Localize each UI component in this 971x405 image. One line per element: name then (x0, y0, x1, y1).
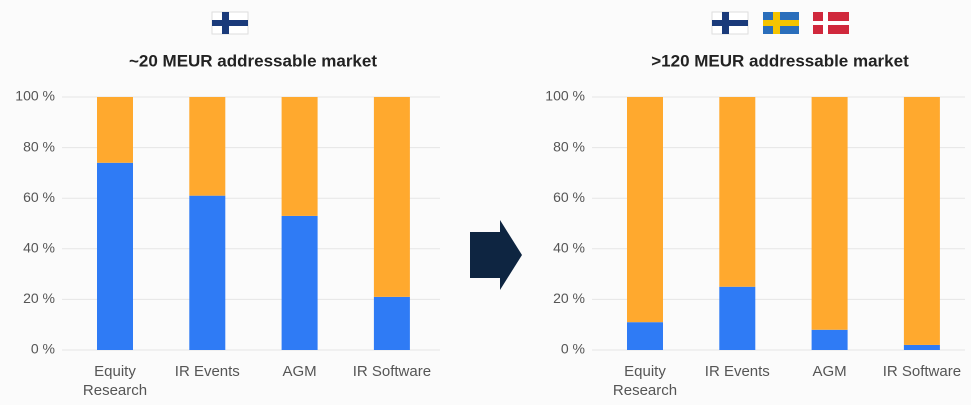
bar-segment (627, 97, 663, 323)
arrow (470, 220, 522, 290)
x-tick-label: IR Events (704, 363, 770, 380)
flag-sweden (763, 12, 799, 34)
x-tick-label: Equity Research (612, 363, 678, 399)
y-tick-label: 60 % (553, 189, 585, 205)
y-tick-label: 0 % (561, 341, 585, 357)
y-tick-label: 40 % (553, 240, 585, 256)
bar-segment (719, 286, 756, 350)
bar-segment (281, 97, 318, 216)
y-tick-label: 100 % (15, 88, 55, 104)
bar-segment (373, 97, 410, 297)
bar-segment (373, 296, 410, 350)
flag-finland (711, 11, 749, 35)
bar-segment (281, 215, 318, 350)
y-tick-label: 60 % (23, 189, 55, 205)
y-tick-label: 80 % (553, 138, 585, 154)
flag-denmark (813, 12, 849, 34)
x-tick-label: IR Software (352, 363, 432, 380)
bar-segment (811, 97, 848, 330)
x-tick-label: Equity Research (82, 363, 148, 399)
y-tick-label: 100 % (545, 88, 585, 104)
x-tick-label: IR Events (174, 363, 240, 380)
y-tick-label: 20 % (23, 290, 55, 306)
y-tick-label: 80 % (23, 138, 55, 154)
bar-segment (903, 97, 940, 345)
bar-segment (189, 97, 226, 196)
chart-title: ~20 MEUR addressable market (129, 51, 377, 70)
bar-segment (627, 322, 663, 350)
y-tick-label: 20 % (553, 290, 585, 306)
x-tick-label: IR Software (882, 363, 962, 380)
bar-segment (97, 162, 133, 350)
bar-segment (189, 195, 226, 350)
y-tick-label: 0 % (31, 341, 55, 357)
y-tick-label: 40 % (23, 240, 55, 256)
flag-finland (211, 11, 249, 35)
bar-segment (903, 344, 940, 350)
bar-segment (719, 97, 756, 287)
x-tick-label: AGM (282, 363, 317, 380)
x-tick-label: AGM (812, 363, 847, 380)
bar-segment (97, 97, 133, 163)
bar-segment (811, 329, 848, 350)
chart-title: >120 MEUR addressable market (651, 51, 909, 70)
